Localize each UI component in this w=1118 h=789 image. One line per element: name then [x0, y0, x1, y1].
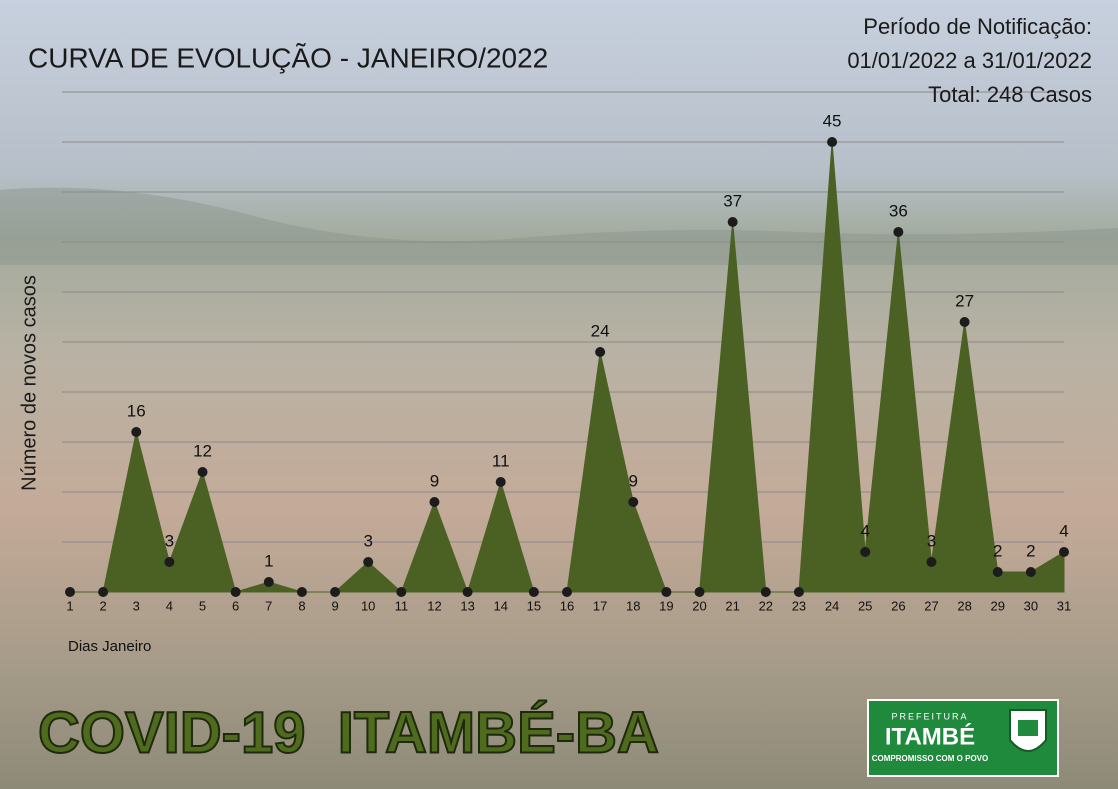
- marker: [528, 587, 539, 597]
- marker: [65, 587, 75, 597]
- y-axis-label: Número de novos casos: [18, 275, 40, 491]
- data-label: 1: [264, 551, 273, 570]
- x-tick-label: 24: [825, 598, 839, 613]
- subtitle: Total: 248 Casos: [928, 82, 1092, 107]
- data-label: 27: [955, 291, 974, 310]
- x-tick-label: 27: [924, 598, 938, 613]
- x-tick-label: 26: [891, 598, 905, 613]
- x-tick-label: 10: [361, 598, 375, 613]
- data-label: 4: [860, 521, 869, 540]
- x-tick-label: 8: [298, 598, 305, 613]
- x-tick-label: 13: [460, 598, 474, 613]
- logo: PREFEITURA ITAMBÉ COMPROMISSO COM O POVO: [867, 699, 1059, 777]
- x-tick-label: 15: [527, 598, 541, 613]
- marker: [164, 557, 175, 567]
- marker: [860, 547, 871, 557]
- marker: [230, 587, 241, 597]
- marker: [363, 557, 374, 567]
- marker: [197, 467, 208, 477]
- marker: [98, 587, 109, 597]
- marker: [694, 587, 705, 597]
- marker: [959, 317, 970, 327]
- marker: [926, 557, 937, 567]
- marker: [330, 587, 341, 597]
- x-tick-label: 3: [133, 598, 140, 613]
- x-tick-label: 28: [957, 598, 971, 613]
- data-label: 37: [723, 191, 742, 210]
- x-tick-label: 21: [725, 598, 739, 613]
- marker: [263, 577, 274, 587]
- x-tick-label: 4: [166, 598, 173, 613]
- marker: [495, 477, 506, 487]
- data-label: 12: [193, 441, 212, 460]
- logo-motto: COMPROMISSO COM O POVO: [872, 754, 988, 763]
- data-label: 2: [993, 541, 1002, 560]
- data-label: 3: [927, 531, 936, 550]
- marker: [1059, 547, 1069, 557]
- x-tick-label: 9: [331, 598, 338, 613]
- x-tick-label: 22: [759, 598, 773, 613]
- marker: [793, 587, 804, 597]
- x-tick-label: 6: [232, 598, 239, 613]
- data-label: 2: [1026, 541, 1035, 560]
- marker: [595, 347, 606, 357]
- marker: [661, 587, 672, 597]
- data-label: 9: [430, 471, 439, 490]
- marker: [760, 587, 771, 597]
- marker: [827, 137, 838, 147]
- data-label: 11: [492, 451, 510, 470]
- marker: [628, 497, 639, 507]
- logo-top: PREFEITURA: [891, 711, 968, 721]
- marker: [893, 227, 904, 237]
- x-tick-label: 25: [858, 598, 872, 613]
- data-label: 3: [363, 531, 372, 550]
- x-tick-label: 16: [560, 598, 574, 613]
- x-tick-label: 29: [990, 598, 1004, 613]
- banner: COVID-19 ITAMBÉ-BA: [38, 700, 659, 765]
- marker: [992, 567, 1003, 577]
- x-tick-label: 2: [100, 598, 107, 613]
- x-tick-label: 30: [1024, 598, 1038, 613]
- x-tick-label: 14: [493, 598, 507, 613]
- x-tick-label: 7: [265, 598, 272, 613]
- data-label: 36: [889, 201, 908, 220]
- data-label: 45: [823, 111, 842, 130]
- marker: [462, 587, 473, 597]
- logo-crest-inner: [1018, 720, 1038, 736]
- marker: [429, 497, 440, 507]
- x-axis-label: Dias Janeiro: [68, 638, 151, 655]
- marker: [396, 587, 407, 597]
- x-tick-label: 19: [659, 598, 673, 613]
- data-label: 9: [629, 471, 638, 490]
- marker: [131, 427, 142, 437]
- x-tick-label: 31: [1057, 598, 1071, 613]
- subtitle: 01/01/2022 a 31/01/2022: [847, 48, 1092, 73]
- data-label: 16: [127, 401, 146, 420]
- marker: [562, 587, 572, 597]
- x-tick-label: 18: [626, 598, 640, 613]
- x-tick-label: 20: [692, 598, 706, 613]
- chart-title: CURVA DE EVOLUÇÃO - JANEIRO/2022: [28, 42, 548, 73]
- x-tick-label: 23: [792, 598, 806, 613]
- x-tick-label: 1: [66, 598, 73, 613]
- marker: [296, 587, 307, 597]
- data-label: 4: [1059, 521, 1068, 540]
- subtitle: Período de Notificação:: [863, 14, 1092, 39]
- x-tick-label: 12: [427, 598, 441, 613]
- data-label: 24: [591, 321, 610, 340]
- data-label: 3: [165, 531, 174, 550]
- x-tick-label: 11: [395, 598, 409, 613]
- logo-name: ITAMBÉ: [885, 722, 975, 750]
- marker: [1025, 567, 1036, 577]
- x-tick-label: 5: [199, 598, 206, 613]
- x-tick-label: 17: [593, 598, 607, 613]
- marker: [727, 217, 738, 227]
